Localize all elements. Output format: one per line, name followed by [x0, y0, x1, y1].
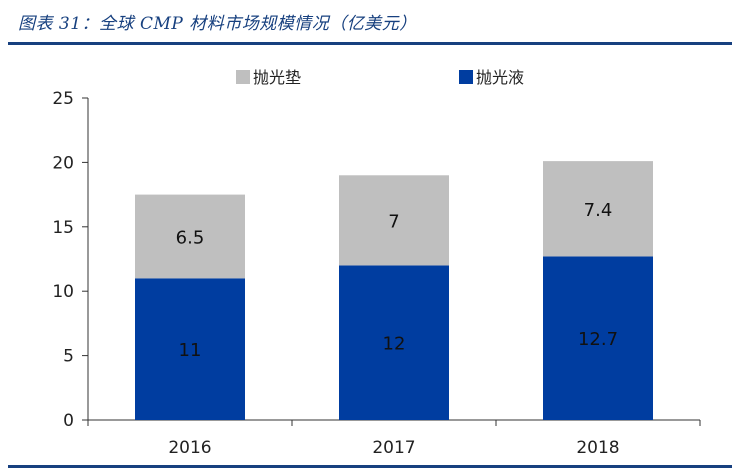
y-tick-label: 10 [52, 282, 74, 302]
x-tick-label: 2017 [372, 438, 415, 458]
y-tick-label: 0 [63, 411, 74, 431]
data-label: 7.4 [584, 200, 613, 221]
bar-slurry-2016 [135, 278, 245, 420]
y-tick-label: 5 [63, 347, 74, 367]
figure-caption: 图表 31：全球 CMP 材料市场规模情况（亿美元） [18, 14, 417, 34]
bar-slurry-2018 [543, 256, 653, 420]
legend-swatch [459, 70, 473, 84]
bar-pad-2017 [339, 175, 449, 266]
x-tick-label: 2018 [576, 438, 619, 458]
legend-label: 抛光垫 [253, 68, 301, 87]
bar-slurry-2017 [339, 265, 449, 420]
caption-rule [8, 42, 732, 45]
y-tick-label: 20 [52, 153, 74, 173]
legend-swatch [236, 70, 250, 84]
data-label: 11 [179, 340, 202, 361]
data-label: 7 [388, 211, 399, 232]
y-tick-label: 15 [52, 218, 74, 238]
legend-label: 抛光液 [476, 68, 524, 87]
data-label: 6.5 [176, 227, 205, 248]
y-tick-label: 25 [52, 89, 74, 109]
bar-pad-2018 [543, 161, 653, 257]
bar-pad-2016 [135, 194, 245, 279]
bottom-rule [8, 465, 732, 468]
data-label: 12 [383, 334, 406, 355]
x-tick-label: 2016 [168, 438, 211, 458]
data-label: 12.7 [578, 329, 618, 350]
